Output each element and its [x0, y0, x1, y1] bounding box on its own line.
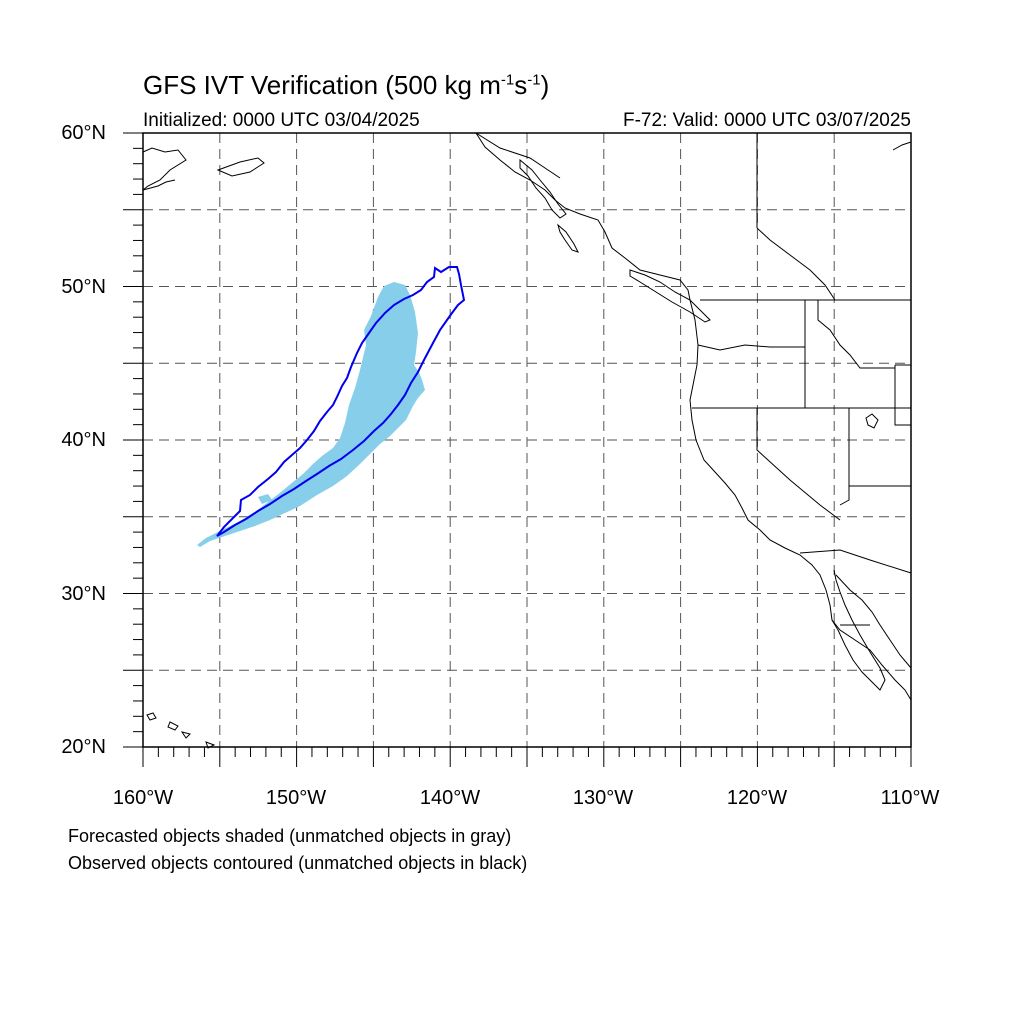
haida-gwaii [557, 223, 579, 253]
gulf-of-california-east-coast [835, 574, 912, 669]
great-salt-lake [865, 413, 879, 429]
lat-label-20n: 20°N [61, 736, 106, 758]
nevada-boundary [756, 408, 850, 521]
valid-time: F-72: Valid: 0000 UTC 03/07/2025 [623, 110, 911, 131]
idaho-border [804, 300, 895, 408]
alberta-border [756, 227, 836, 301]
alaska-panhandle-islands [519, 158, 567, 219]
us-mexico-border [799, 549, 912, 574]
political-boundaries [475, 132, 912, 626]
map-frame [142, 132, 912, 748]
alaska-southwest-islands [142, 157, 265, 191]
montana-wyoming [894, 364, 911, 426]
forecast-object [197, 282, 425, 547]
coastlines [142, 132, 912, 749]
observed-legend-note: Observed objects contoured (unmatched ob… [68, 853, 528, 873]
lat-label-30n: 30°N [61, 583, 106, 605]
lat-label-60n: 60°N [61, 122, 106, 144]
hudson-bay-edge [892, 141, 912, 151]
washington-oregon-border [697, 300, 806, 351]
map-title: GFS IVT Verification (500 kg m-1s-1) [143, 70, 550, 100]
alaska-southwest-coast [142, 147, 187, 191]
alaska-bc-border [475, 132, 561, 179]
gulf-of-alaska-coast [475, 132, 912, 701]
vancouver-island [629, 269, 711, 323]
initialized-time: Initialized: 0000 UTC 03/04/2025 [143, 110, 420, 131]
lon-label-150w: 150°W [265, 787, 327, 809]
lon-label-140w: 140°W [419, 787, 481, 809]
hawaii-islands [146, 712, 216, 749]
lon-label-110w: 110°W [880, 787, 940, 809]
lon-label-130w: 130°W [572, 787, 634, 809]
baja-california [831, 569, 886, 691]
observed-object-contour [216, 266, 466, 537]
lat-label-40n: 40°N [61, 429, 106, 451]
lat-lon-grid [143, 133, 911, 747]
forecast-object-tail [258, 494, 272, 504]
lat-label-50n: 50°N [61, 276, 106, 298]
lon-label-160w: 160°W [112, 787, 174, 809]
axis-ticks [123, 132, 912, 767]
lon-label-120w: 120°W [726, 787, 788, 809]
forecast-legend-note: Forecasted objects shaded (unmatched obj… [68, 826, 512, 846]
